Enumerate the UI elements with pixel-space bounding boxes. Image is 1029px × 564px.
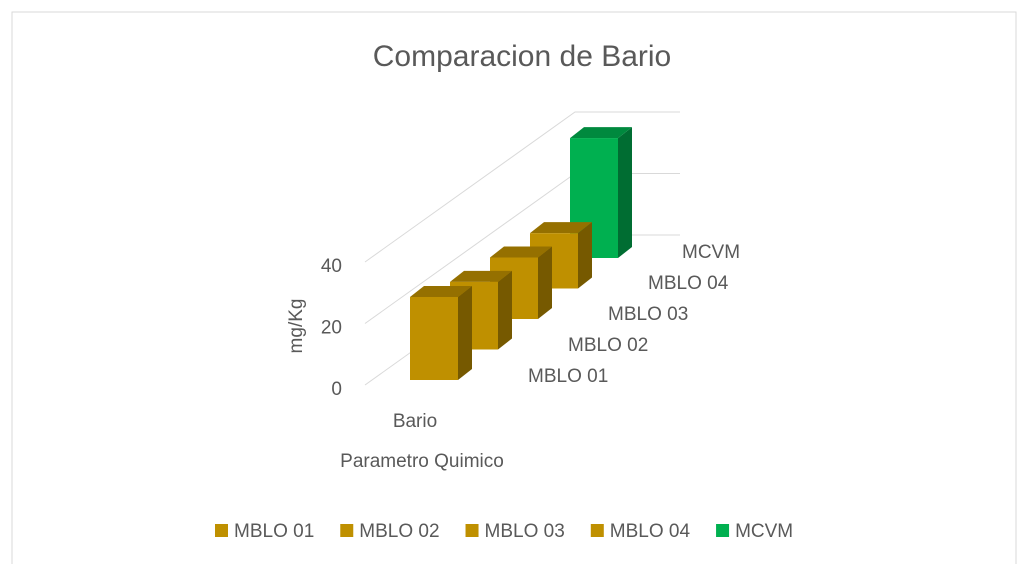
bar-side [498,270,512,350]
y-axis-title: mg/Kg [286,299,307,354]
y-tick-label: 20 [321,318,342,339]
bar-top [570,127,632,139]
bar-top [410,285,472,297]
depth-label: MBLO 02 [568,335,648,356]
legend-label: MBLO 01 [234,521,314,542]
legend-label: MBLO 03 [485,521,565,542]
bar-top [490,246,552,258]
legend-label: MCVM [735,521,793,542]
depth-label: MCVM [682,242,740,263]
bar-side [618,127,632,258]
x-axis-title: Parametro Quimico [340,451,504,472]
legend-swatch [465,524,479,537]
depth-label: MBLO 01 [528,366,608,387]
legend-label: MBLO 02 [359,521,439,542]
grid-line [364,111,680,263]
y-tick-label: 0 [331,379,342,400]
bar-side [538,246,552,319]
legend-swatch [716,524,730,537]
depth-label: MBLO 04 [648,273,729,294]
bar-side [458,285,472,380]
depth-label: MBLO 03 [608,304,688,325]
bar-top [450,270,512,282]
legend-swatch [215,524,228,537]
bar [410,296,458,380]
legend-label: MBLO 04 [610,521,691,542]
chart-border [11,11,1017,564]
category-label: Bario [393,411,437,432]
chart-title: Comparacion de Bario [373,40,672,73]
legend-swatch [590,524,604,537]
y-tick-label: 40 [321,256,342,277]
bar-side [578,222,592,289]
bar-top [530,222,592,234]
legend-swatch [340,524,354,537]
